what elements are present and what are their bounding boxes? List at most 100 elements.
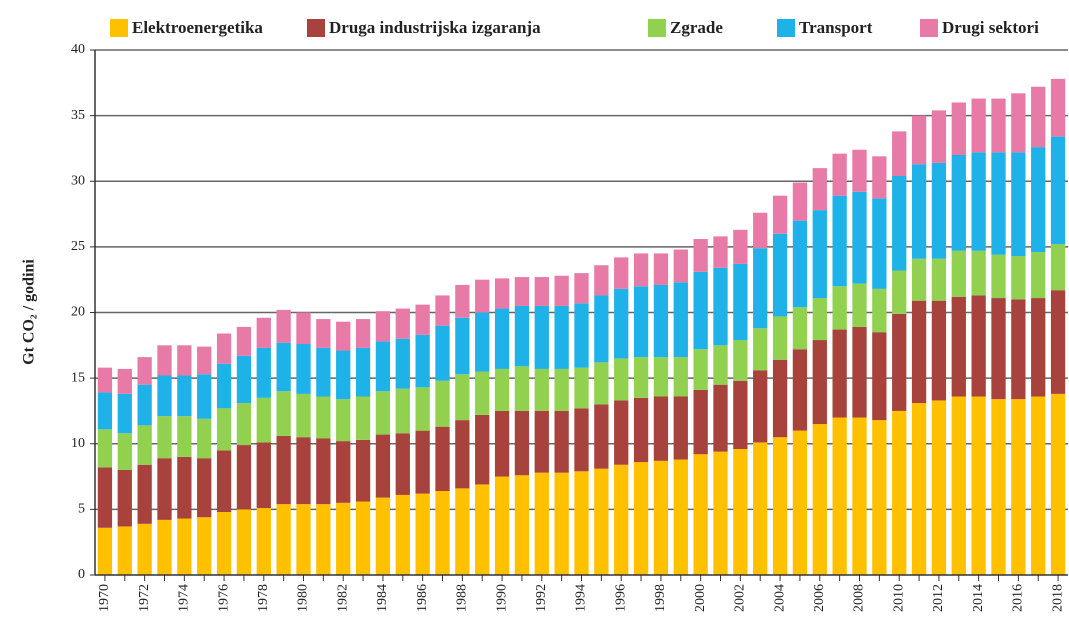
bar-segment — [1050, 290, 1066, 394]
bar-segment — [415, 387, 430, 431]
bar-segment — [951, 250, 966, 297]
legend-label: Elektroenergetika — [132, 18, 263, 37]
bar-segment — [931, 400, 947, 575]
x-tick-label: 1972 — [137, 584, 152, 612]
x-tick-label: 2006 — [812, 584, 827, 612]
bar-segment — [574, 471, 589, 575]
y-tick-label: 15 — [71, 370, 85, 385]
bar-segment — [336, 502, 351, 575]
y-axis-title: Gt CO₂ / godini — [21, 259, 38, 365]
bar-segment — [117, 368, 132, 394]
bar-segment — [534, 277, 549, 306]
bar-segment — [455, 317, 470, 375]
bar-segment — [633, 253, 649, 287]
bar-segment — [614, 288, 629, 359]
bar-segment — [991, 254, 1006, 299]
bar-segment — [296, 437, 311, 505]
bar-segment — [1031, 298, 1046, 397]
bar-segment — [455, 488, 470, 575]
y-tick-label: 25 — [71, 239, 85, 254]
bar-segment — [534, 410, 549, 473]
bar-segment — [832, 153, 847, 196]
bar-segment — [852, 283, 867, 327]
bar-segment — [733, 340, 748, 381]
x-tick-label: 1990 — [494, 584, 509, 612]
bar-segment — [355, 319, 371, 348]
bar-segment — [574, 303, 589, 368]
bar-segment — [395, 308, 410, 339]
bar-segment — [475, 279, 490, 313]
bar-segment — [1050, 136, 1066, 245]
y-tick-label: 0 — [78, 567, 85, 582]
bar-segment — [713, 451, 728, 575]
bar-segment — [792, 307, 808, 350]
bar-segment — [951, 296, 966, 397]
bar-segment — [971, 250, 986, 296]
bar-segment — [157, 375, 172, 417]
bar-segment — [1011, 93, 1026, 153]
bar-segment — [812, 298, 827, 341]
bar-segment — [494, 476, 510, 575]
bar-segment — [574, 367, 589, 409]
bar-segment — [395, 338, 410, 389]
bar-segment — [931, 110, 947, 163]
bar-segment — [991, 98, 1006, 153]
bar-segment — [435, 380, 450, 427]
x-tick-label: 2018 — [1050, 584, 1065, 612]
bar-segment — [316, 347, 331, 397]
bar-segment — [475, 414, 490, 485]
bar-segment — [1031, 86, 1046, 148]
bar-segment — [276, 435, 291, 505]
bar-segment — [256, 508, 271, 575]
bar-segment — [633, 357, 649, 398]
legend-swatch — [110, 19, 128, 37]
bar-segment — [693, 389, 708, 455]
bar-segment — [792, 220, 808, 308]
bar-segment — [653, 460, 669, 575]
bar-segment — [832, 329, 847, 418]
bar-segment — [554, 275, 569, 306]
bar-segment — [594, 404, 609, 469]
x-tick-label: 1984 — [375, 584, 390, 612]
bar-segment — [991, 152, 1006, 255]
bar-segment — [197, 458, 212, 518]
bar-segment — [892, 270, 907, 314]
bar-segment — [475, 371, 490, 415]
bar-segment — [137, 384, 152, 426]
x-tick-label: 1986 — [415, 584, 430, 612]
y-tick-label: 20 — [71, 305, 85, 320]
bar-segment — [336, 350, 351, 400]
x-tick-label: 2012 — [931, 584, 946, 612]
bar-segment — [236, 509, 252, 575]
bar-segment — [276, 391, 291, 436]
bar-segment — [951, 102, 966, 155]
bar-segment — [177, 518, 192, 575]
bar-segment — [216, 450, 232, 512]
x-tick-label: 2016 — [1011, 584, 1026, 612]
bar-segment — [355, 501, 371, 575]
bar-segment — [554, 368, 569, 411]
bar-segment — [276, 342, 291, 392]
bar-segment — [216, 408, 232, 451]
bar-segment — [633, 462, 649, 575]
bar-segment — [494, 368, 510, 411]
bar-segment — [1011, 299, 1026, 400]
x-tick-label: 2002 — [733, 584, 748, 612]
bar-segment — [415, 304, 430, 335]
bar-segment — [336, 399, 351, 442]
bar-segment — [177, 416, 192, 457]
bar-segment — [872, 198, 887, 289]
bar-segment — [653, 253, 669, 285]
bar-segment — [236, 445, 252, 510]
bar-segment — [296, 312, 311, 344]
bar-segment — [892, 313, 907, 411]
bar-segment — [1031, 252, 1046, 299]
bar-segment — [633, 397, 649, 463]
bar-segment — [336, 321, 351, 351]
bar-segment — [931, 162, 947, 259]
bar-segment — [693, 349, 708, 390]
bar-segment — [832, 286, 847, 330]
x-tick-label: 1970 — [97, 584, 112, 612]
bar-segment — [1050, 78, 1066, 137]
bar-segment — [1050, 244, 1066, 291]
